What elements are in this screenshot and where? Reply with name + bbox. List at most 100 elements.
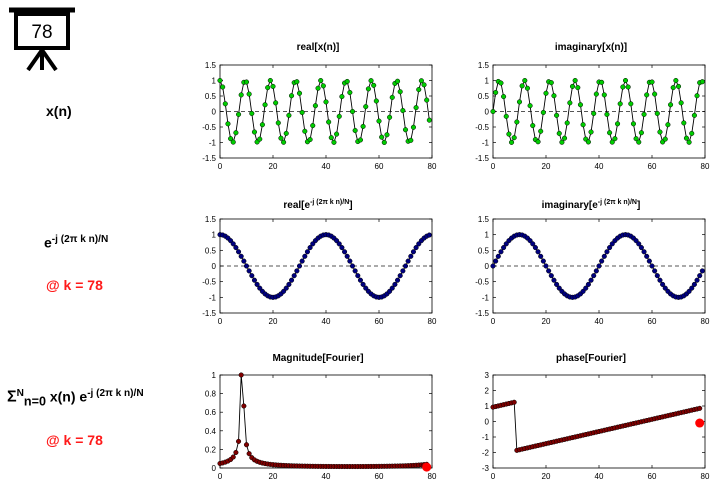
data-point	[384, 132, 390, 138]
y-tick-label: -1	[482, 293, 490, 302]
x-tick-label: 80	[701, 162, 710, 171]
y-tick-label: 0.5	[478, 246, 490, 255]
data-point	[673, 77, 679, 84]
data-point	[644, 253, 650, 259]
data-point	[243, 263, 250, 269]
x-tick-label: 60	[375, 162, 384, 171]
data-point	[259, 122, 265, 128]
data-point	[395, 78, 401, 84]
data-point	[273, 100, 279, 106]
title-base: imaginary[e	[542, 200, 599, 211]
data-point	[323, 99, 329, 105]
data-point	[246, 451, 252, 457]
data-point	[591, 273, 597, 279]
data-point	[689, 285, 695, 291]
data-point	[265, 85, 271, 91]
y-tick-label: 0	[212, 464, 217, 473]
data-point	[426, 232, 432, 238]
data-point	[326, 119, 332, 125]
data-point	[593, 268, 599, 274]
data-point	[633, 136, 639, 142]
data-point	[697, 405, 703, 411]
data-point	[233, 130, 239, 136]
plot-frame	[492, 374, 706, 469]
y-tick-label: 1.5	[205, 215, 217, 224]
data-point	[402, 127, 409, 133]
data-point	[365, 86, 371, 92]
plot-title: Magnitude[Fourier]	[272, 353, 363, 364]
data-point	[564, 120, 570, 126]
label-sum: ΣNn=0 x(n) e-j (2π k n)/N	[7, 388, 144, 408]
data-point	[275, 120, 281, 126]
data-point	[530, 241, 536, 247]
data-point	[349, 108, 356, 115]
data-point	[559, 139, 565, 145]
data-point	[251, 277, 257, 283]
x-tick-label: 40	[322, 317, 331, 326]
x-tick-label: 20	[269, 317, 278, 326]
data-point	[609, 139, 615, 145]
data-point	[638, 130, 644, 136]
data-point	[299, 258, 305, 264]
x-tick-label: 0	[218, 472, 223, 481]
x-tick-label: 20	[542, 162, 551, 171]
data-point	[236, 111, 242, 117]
label-kernel-exp: -j (2π k n)/N	[51, 234, 109, 245]
data-point	[625, 84, 631, 90]
data-point	[236, 249, 242, 255]
x-tick-label: 60	[375, 472, 384, 481]
data-point	[638, 245, 644, 251]
data-point	[278, 135, 284, 141]
data-point	[668, 102, 674, 108]
data-point	[387, 114, 393, 120]
data-point	[294, 268, 300, 274]
y-tick-label: -1	[482, 139, 490, 148]
data-point	[548, 273, 554, 279]
data-point	[686, 139, 692, 145]
data-point	[349, 263, 356, 269]
data-point	[652, 91, 658, 97]
series-line	[492, 401, 700, 451]
data-point	[620, 84, 626, 90]
data-point	[556, 130, 562, 136]
data-point	[233, 449, 239, 456]
data-point	[315, 85, 321, 91]
title-end: ]	[637, 200, 640, 211]
y-tick-label: 1	[212, 371, 217, 380]
data-point	[691, 281, 697, 287]
data-point	[646, 258, 652, 264]
data-point	[392, 281, 398, 287]
data-point	[257, 136, 263, 142]
plot-real-x: real[x(n)] 0 20 40 60 80 -1.5 -1 -0.5 0 0.5 1 1.5	[202, 42, 437, 171]
data-point	[490, 108, 496, 115]
y-tick-label: -3	[482, 464, 490, 473]
data-point	[532, 245, 538, 251]
data-point	[238, 372, 244, 378]
data-point	[355, 273, 361, 279]
data-point	[291, 273, 297, 279]
data-point	[652, 268, 658, 274]
data-point	[397, 273, 403, 279]
sigma-symbol: Σ	[7, 388, 17, 406]
data-point	[607, 245, 613, 251]
plot-title: real[x(n)]	[297, 42, 340, 53]
data-point	[312, 103, 318, 109]
y-tick-label: 1	[485, 231, 490, 240]
y-tick-label: 1	[212, 231, 217, 240]
x-tick-label: 20	[542, 472, 551, 481]
data-point	[344, 78, 350, 85]
data-point	[241, 403, 247, 409]
title-exp: -j (2π k n)/N	[310, 199, 349, 206]
y-tick-label: -2	[482, 449, 490, 458]
data-point	[591, 110, 597, 116]
plot-phase: phase[Fourier] 0 20 40 60 80 -3 -2 -1 0 1 2 3	[482, 353, 710, 481]
x-tick-label: 60	[375, 317, 384, 326]
plot-magnitude: Magnitude[Fourier] 0 20 40 60 80 0 0.2 0.4 0.6 0.…	[205, 353, 437, 481]
data-point	[641, 249, 647, 255]
y-tick-label: 0.6	[205, 408, 217, 417]
data-point	[596, 263, 602, 269]
plot-frame	[219, 374, 433, 469]
data-point	[294, 79, 300, 85]
data-point	[554, 281, 560, 287]
data-point	[694, 277, 700, 283]
